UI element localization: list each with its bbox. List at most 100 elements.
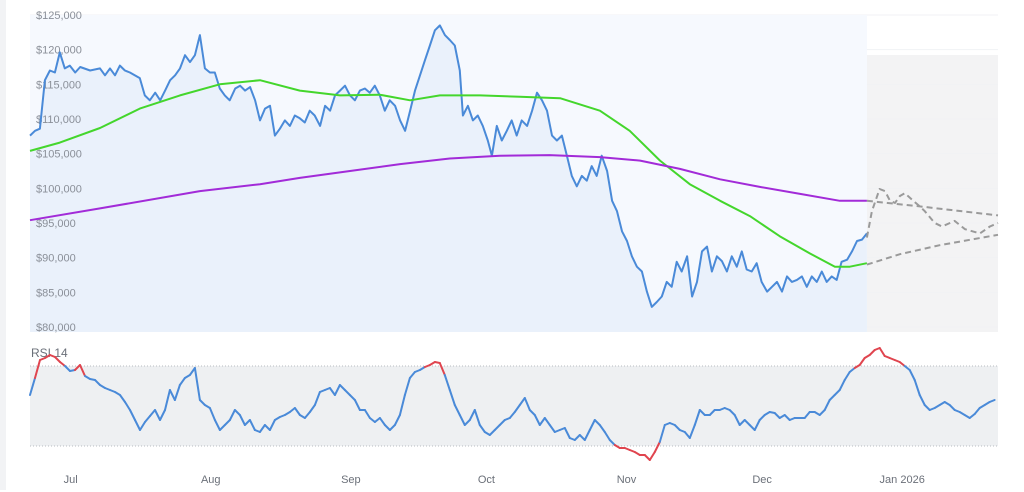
rsi-segment <box>578 434 586 441</box>
rsi-segment <box>918 394 926 406</box>
rsi-segment <box>368 417 376 423</box>
x-tick-label: Jul <box>64 474 78 486</box>
x-tick-label: Aug <box>201 474 221 486</box>
rsi-segment <box>124 401 131 411</box>
y-tick-label: $120,000 <box>36 45 82 57</box>
rsi-segment <box>548 424 556 433</box>
rsi-segment <box>478 424 486 433</box>
rsi-segment <box>688 424 696 439</box>
y-tick-label: $105,000 <box>36 149 82 161</box>
rsi-segment <box>74 364 81 371</box>
rsi-segment <box>533 414 541 426</box>
rsi-segment <box>198 399 206 406</box>
rsi-segment <box>968 413 976 419</box>
rsi-segment <box>403 377 411 396</box>
series-line-sma-short <box>29 79 868 268</box>
rsi-segment <box>213 419 221 431</box>
rsi-segment <box>488 429 496 436</box>
rsi-segment <box>948 404 956 411</box>
rsi-segment <box>248 419 256 431</box>
rsi-segment <box>64 365 71 372</box>
rsi-segment <box>838 379 846 391</box>
rsi-segment <box>803 411 811 419</box>
rsi-segment <box>94 379 101 386</box>
rsi-segment <box>353 399 361 411</box>
rsi-segment <box>443 374 451 391</box>
rsi-segment <box>129 409 136 421</box>
rsi-segment <box>463 419 471 426</box>
rsi-segment <box>218 424 226 431</box>
rsi-segment <box>208 407 216 421</box>
rsi-segment <box>648 451 656 461</box>
rsi-segment <box>698 409 706 416</box>
x-tick-label: Dec <box>752 474 772 486</box>
y-tick-label: $85,000 <box>36 287 76 299</box>
series-line-price <box>29 24 868 308</box>
rsi-segment <box>139 421 146 431</box>
y-tick-label: $125,000 <box>36 10 82 22</box>
rsi-segment <box>328 387 336 396</box>
rsi-segment <box>733 414 741 426</box>
y-tick-label: $110,000 <box>36 114 81 126</box>
rsi-segment <box>448 389 456 406</box>
rsi-segment <box>243 419 251 426</box>
rsi-segment <box>34 359 41 379</box>
rsi-segment <box>378 417 386 426</box>
rsi-segment <box>154 409 161 421</box>
rsi-segment <box>563 427 571 439</box>
x-tick-label: Sep <box>341 474 361 486</box>
rsi-band <box>30 366 998 446</box>
rsi-segment <box>658 424 666 443</box>
price-area-fill <box>30 25 867 333</box>
rsi-segment <box>363 409 371 419</box>
x-tick-label: Nov <box>617 474 637 486</box>
rsi-segment <box>313 391 321 406</box>
rsi-segment <box>538 417 546 426</box>
rsi-segment <box>333 384 341 396</box>
rsi-segment <box>498 419 506 426</box>
rsi-segment <box>79 364 86 377</box>
rsi-segment <box>373 417 381 423</box>
rsi-segment <box>508 411 516 419</box>
rsi-segment <box>833 389 841 396</box>
rsi-segment <box>908 369 916 381</box>
rsi-segment <box>693 409 701 426</box>
y-tick-label: $100,000 <box>36 183 82 195</box>
rsi-segment <box>913 379 921 396</box>
rsi-segment <box>348 394 356 401</box>
rsi-segment <box>593 419 601 426</box>
rsi-segment <box>473 409 481 426</box>
rsi-segment <box>193 367 201 401</box>
rsi-segment <box>708 409 716 416</box>
rsi-segment <box>738 419 746 426</box>
rsi-segment <box>233 409 241 416</box>
rsi-segment <box>303 411 311 419</box>
rsi-segment <box>393 414 401 426</box>
rsi-segment <box>643 454 651 461</box>
rsi-segment <box>653 441 661 453</box>
rsi-segment <box>773 412 781 419</box>
rsi-segment <box>588 419 596 431</box>
rsi-segment <box>188 367 196 376</box>
rsi-segment <box>383 424 391 431</box>
rsi-segment <box>293 407 301 416</box>
rsi-segment <box>988 399 996 403</box>
rsi-segment <box>683 431 691 439</box>
rsi-segment <box>603 431 611 441</box>
rsi-segment <box>54 356 61 363</box>
rsi-segment <box>673 424 681 431</box>
rsi-segment <box>398 394 406 416</box>
rsi-segment <box>828 394 836 401</box>
rsi-segment <box>408 371 416 379</box>
rsi-segment <box>783 414 791 421</box>
rsi-segment <box>543 417 551 426</box>
rsi-segment <box>388 424 396 431</box>
rsi-segment <box>263 424 271 431</box>
rsi-segment <box>728 409 736 416</box>
rsi-segment <box>223 419 231 426</box>
rsi-segment <box>823 399 831 411</box>
x-tick-label: Oct <box>478 474 495 486</box>
rsi-segment <box>528 409 536 416</box>
rsi-segment <box>144 415 151 423</box>
